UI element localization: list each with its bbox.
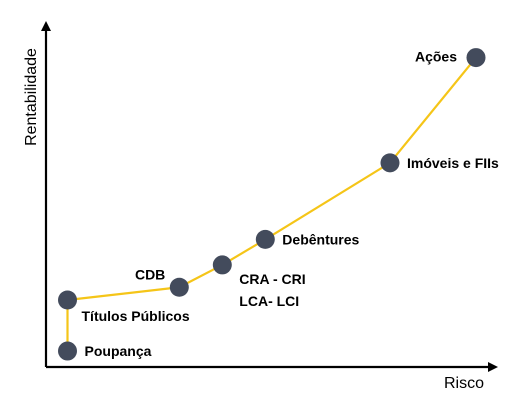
data-point-label: Imóveis e FIIs [407, 155, 499, 171]
series-labels-group: Poupança Títulos Públicos CDB CRA - CRI LCA-… [82, 49, 500, 359]
data-point-label: Debêntures [282, 231, 359, 247]
data-point-marker [255, 229, 275, 249]
data-point-marker [58, 341, 77, 361]
data-point-label: Ações [415, 49, 457, 65]
data-point-label: Títulos Públicos [82, 308, 190, 324]
data-point-label: CRA - CRI [239, 271, 305, 287]
data-point-label: CDB [135, 266, 165, 282]
y-axis-label: Rentabilidade [23, 48, 40, 146]
data-point-marker [169, 277, 189, 297]
data-point-marker [212, 255, 232, 275]
data-point-marker [380, 153, 400, 173]
series-markers-group [58, 48, 486, 361]
data-point-marker [466, 48, 486, 68]
data-point-marker [58, 290, 77, 310]
data-point-label-line2: LCA- LCI [239, 293, 299, 309]
data-point-label: Poupança [85, 343, 152, 359]
x-axis-label: Risco [444, 375, 484, 392]
